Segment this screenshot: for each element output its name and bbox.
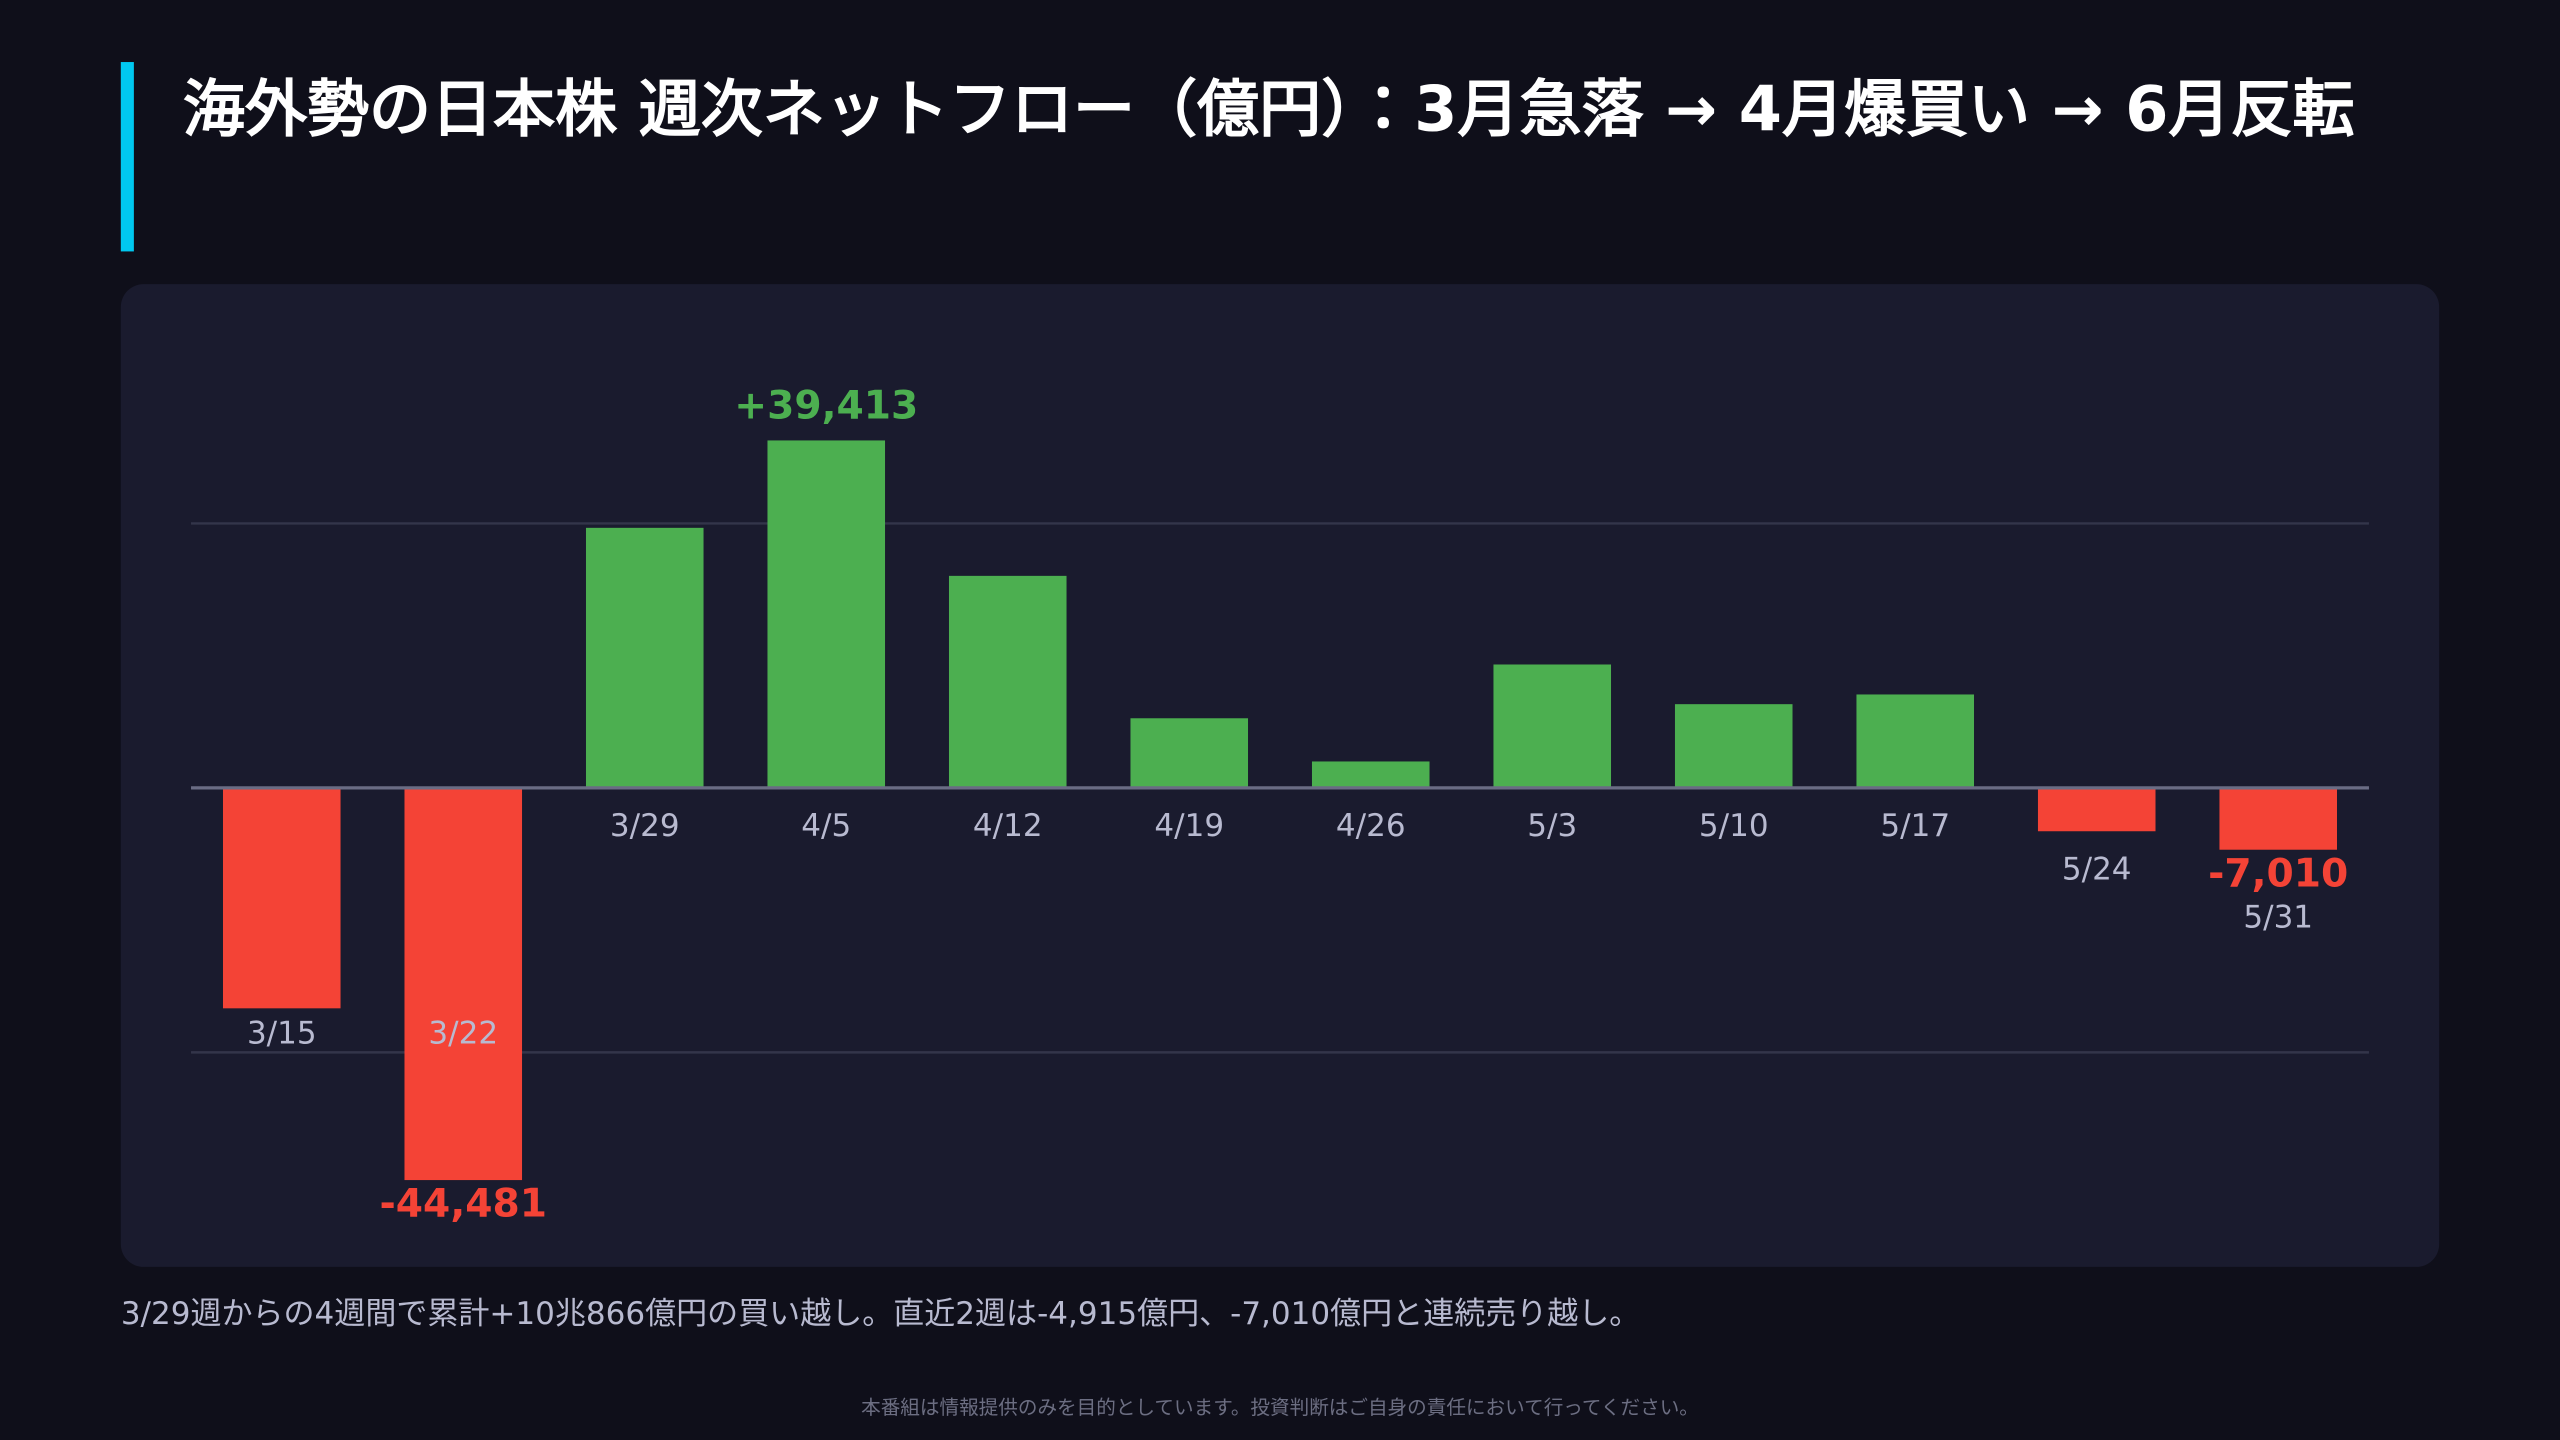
x-tick-label: 4/19	[1154, 808, 1224, 844]
value-label: +39,413	[734, 383, 918, 428]
bar	[1674, 704, 1793, 788]
bar	[585, 527, 704, 788]
disclaimer: 本番組は情報提供のみを目的としています。投資判断はご自身の責任において行ってくだ…	[861, 1395, 1699, 1419]
bar	[1130, 718, 1249, 788]
x-tick-label: 5/24	[2062, 851, 2132, 887]
value-label: -44,481	[380, 1182, 547, 1227]
bar	[404, 787, 523, 1181]
x-tick-label: 4/26	[1336, 808, 1406, 844]
bar	[1493, 664, 1612, 788]
bar	[948, 575, 1067, 788]
x-tick-label: 5/17	[1880, 808, 1950, 844]
note: 3/29週からの4週間で累計+10兆866億円の買い越し。直近2週は-4,915…	[120, 1296, 1641, 1333]
x-tick-label: 5/3	[1527, 808, 1577, 844]
bar	[2037, 787, 2156, 832]
x-tick-label: 3/15	[247, 1015, 317, 1051]
x-tick-label: 5/10	[1699, 808, 1769, 844]
bar	[222, 787, 341, 1009]
title: 海外勢の日本株 週次ネットフロー（億円）：3月急落 → 4月爆買い → 6月反転	[182, 73, 2355, 146]
x-tick-label: 4/5	[801, 808, 851, 844]
x-tick-label: 3/29	[610, 808, 680, 844]
x-tick-label: 4/12	[973, 808, 1043, 844]
x-tick-label: 5/31	[2243, 899, 2313, 935]
value-label: -7,010	[2208, 851, 2348, 896]
bar	[1856, 694, 1975, 788]
bar	[767, 440, 886, 788]
bar	[2219, 787, 2338, 850]
title-accent	[120, 62, 134, 252]
bar	[1311, 761, 1430, 788]
x-tick-label: 3/22	[428, 1015, 498, 1051]
